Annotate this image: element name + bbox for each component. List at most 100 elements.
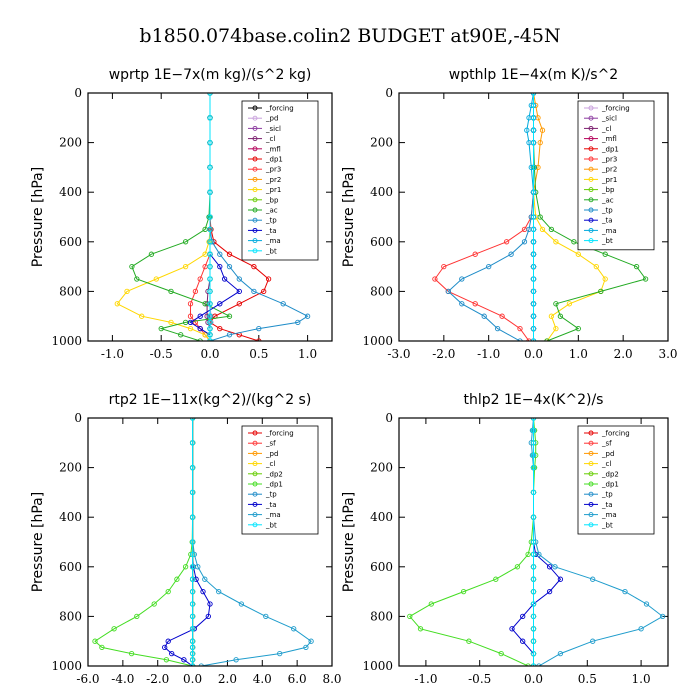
data-point bbox=[530, 164, 537, 171]
x-tick-label: -4.0 bbox=[111, 672, 134, 686]
y-tick-label: 0 bbox=[74, 86, 82, 100]
y-tick-label: 0 bbox=[74, 411, 82, 425]
data-point bbox=[207, 164, 213, 171]
legend-label: _bt bbox=[601, 237, 613, 245]
y-tick-label: 0 bbox=[385, 86, 393, 100]
data-point bbox=[189, 626, 196, 632]
x-tick-label: -3.0 bbox=[387, 347, 410, 361]
data-point bbox=[553, 239, 559, 245]
data-point bbox=[192, 288, 199, 295]
data-point bbox=[530, 139, 537, 146]
data-point bbox=[192, 319, 199, 326]
data-point bbox=[217, 251, 223, 257]
legend-label: _dp1 bbox=[265, 156, 283, 164]
data-point bbox=[204, 313, 210, 319]
series-line-dp1 bbox=[94, 418, 194, 666]
data-point bbox=[472, 301, 478, 307]
legend-label: _ma bbox=[265, 511, 281, 519]
y-axis-label: Pressure [hPa] bbox=[341, 492, 357, 592]
x-tick-label: 6.0 bbox=[288, 672, 307, 686]
legend-marker bbox=[252, 166, 258, 172]
data-point bbox=[207, 332, 213, 338]
legend-marker bbox=[588, 176, 594, 182]
data-point bbox=[536, 551, 542, 558]
x-tick-label: -1.0 bbox=[101, 347, 124, 361]
legend-label: _bt bbox=[265, 247, 277, 255]
legend-marker bbox=[588, 227, 594, 233]
legend-marker bbox=[252, 450, 258, 456]
data-point bbox=[530, 239, 537, 245]
data-point bbox=[602, 251, 608, 257]
y-tick-label: 200 bbox=[370, 136, 393, 150]
data-point bbox=[486, 263, 492, 270]
data-point bbox=[207, 251, 213, 257]
legend-label: _pd bbox=[265, 450, 278, 458]
data-point bbox=[417, 626, 424, 632]
x-tick-label: -2.0 bbox=[432, 347, 455, 361]
data-point bbox=[189, 657, 196, 663]
legend-label: _tp bbox=[601, 491, 613, 499]
x-tick-label: 0.0 bbox=[524, 672, 543, 686]
data-point bbox=[200, 588, 206, 595]
data-point bbox=[303, 644, 309, 651]
data-point bbox=[539, 226, 546, 233]
data-point bbox=[566, 301, 573, 307]
data-point bbox=[530, 313, 537, 319]
data-point bbox=[503, 239, 510, 245]
data-point bbox=[530, 189, 537, 195]
data-point bbox=[238, 601, 245, 607]
data-point bbox=[407, 613, 413, 620]
data-point bbox=[498, 650, 504, 657]
data-point bbox=[187, 313, 194, 319]
legend-label: _dp2 bbox=[601, 470, 619, 478]
legend-box bbox=[241, 425, 319, 535]
legend-marker bbox=[588, 481, 594, 487]
legend-label: _pr2 bbox=[601, 166, 617, 174]
data-point bbox=[236, 276, 242, 282]
legend-label: _bt bbox=[601, 521, 613, 529]
legend-marker bbox=[252, 440, 258, 446]
legend-label: _forcing bbox=[601, 430, 630, 438]
legend-marker bbox=[252, 197, 258, 203]
legend-marker bbox=[588, 146, 594, 152]
data-point bbox=[537, 139, 543, 146]
series-line-pr1 bbox=[116, 93, 211, 341]
data-point bbox=[633, 263, 640, 270]
legend-label: _sf bbox=[265, 440, 276, 448]
y-tick-label: 600 bbox=[370, 235, 393, 249]
data-point bbox=[256, 325, 262, 332]
legend-marker bbox=[252, 501, 258, 507]
legend-marker bbox=[588, 491, 594, 497]
data-point bbox=[530, 214, 537, 220]
legend-label: _ma bbox=[265, 237, 281, 245]
panel-3: thlp2 1E−4x(K^2)/s Pressure [hPa] 0 200 400 6… bbox=[341, 392, 669, 686]
y-tick-label: 800 bbox=[59, 284, 82, 298]
data-point bbox=[202, 263, 208, 270]
legend-label: _ac bbox=[601, 196, 614, 204]
y-tick-label: 800 bbox=[370, 284, 393, 298]
data-point bbox=[197, 276, 203, 282]
data-point bbox=[189, 588, 196, 595]
data-point bbox=[552, 564, 558, 570]
x-tick-label: 0.0 bbox=[183, 672, 202, 686]
series-line-dp1 bbox=[409, 418, 537, 666]
legend-marker bbox=[588, 501, 594, 507]
data-point bbox=[553, 301, 559, 307]
data-point bbox=[530, 127, 537, 133]
data-point bbox=[521, 239, 528, 245]
data-point bbox=[111, 626, 117, 632]
data-point bbox=[189, 576, 196, 582]
data-point bbox=[280, 301, 286, 307]
series-line-ta bbox=[189, 93, 241, 341]
legend-marker bbox=[252, 217, 258, 223]
legend: _forcing _sf _pd _cl _dp2 _dp1 _tp _ta _ma _bt bbox=[241, 425, 319, 535]
legend-marker bbox=[588, 136, 594, 142]
data-point bbox=[530, 588, 537, 595]
y-tick-label: 1000 bbox=[51, 334, 82, 348]
legend-label: _ac bbox=[265, 207, 278, 215]
legend-label: _ta bbox=[601, 217, 613, 225]
data-point bbox=[182, 239, 189, 245]
data-point bbox=[207, 226, 213, 233]
data-point bbox=[165, 588, 171, 595]
